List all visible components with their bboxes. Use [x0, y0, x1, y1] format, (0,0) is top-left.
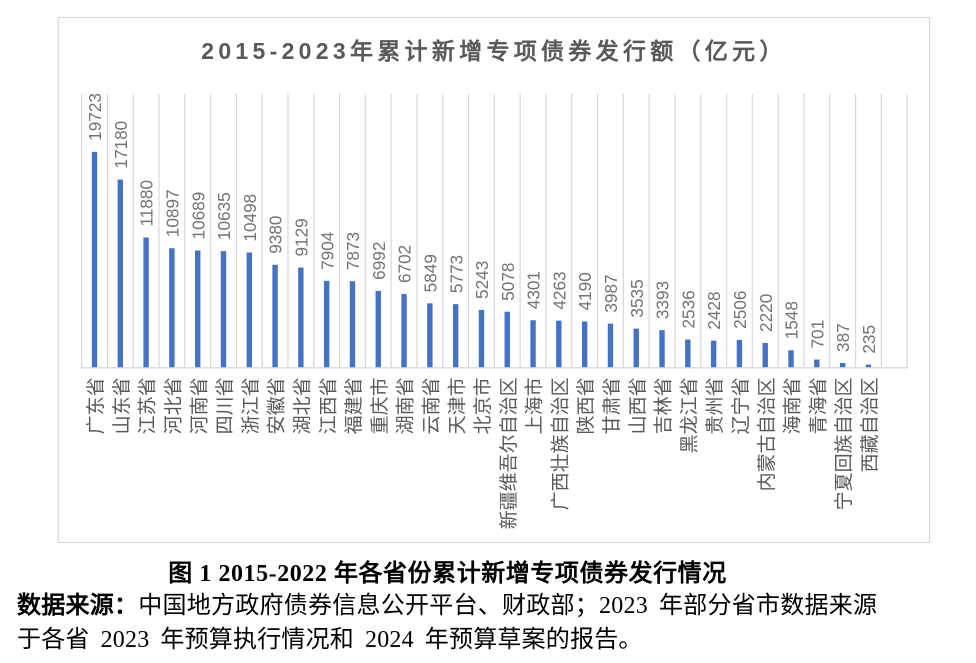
svg-text:6702: 6702	[395, 245, 415, 283]
svg-text:10498: 10498	[240, 194, 260, 242]
svg-text:江苏省: 江苏省	[137, 377, 159, 434]
svg-text:7904: 7904	[317, 231, 337, 270]
svg-text:浙江省: 浙江省	[240, 377, 262, 434]
svg-text:山东省: 山东省	[111, 377, 133, 434]
svg-text:云南省: 云南省	[420, 377, 442, 434]
svg-text:贵州省: 贵州省	[704, 377, 726, 434]
svg-text:海南省: 海南省	[782, 377, 804, 434]
svg-text:2015-2023年累计新增专项债券发行额（亿元）: 2015-2023年累计新增专项债券发行额（亿元）	[201, 38, 787, 64]
svg-text:9129: 9129	[291, 218, 311, 256]
svg-text:内蒙古自治区: 内蒙古自治区	[756, 377, 778, 491]
svg-text:江西省: 江西省	[317, 377, 339, 434]
svg-text:吉林省: 吉林省	[653, 377, 675, 434]
svg-text:2506: 2506	[730, 291, 750, 329]
svg-text:陕西省: 陕西省	[575, 377, 597, 434]
svg-text:河北省: 河北省	[162, 377, 184, 434]
svg-text:1548: 1548	[782, 301, 802, 339]
svg-text:5773: 5773	[446, 255, 466, 293]
svg-text:5849: 5849	[420, 254, 440, 292]
svg-text:17180: 17180	[111, 121, 131, 169]
svg-text:10635: 10635	[214, 192, 234, 240]
svg-text:387: 387	[833, 323, 853, 352]
svg-text:3393: 3393	[653, 281, 673, 319]
svg-text:广西壮族自治区: 广西壮族自治区	[549, 377, 571, 510]
svg-text:2536: 2536	[678, 290, 698, 328]
svg-text:2428: 2428	[704, 291, 724, 329]
svg-text:5243: 5243	[472, 261, 492, 299]
svg-text:青海省: 青海省	[807, 377, 829, 434]
svg-text:9380: 9380	[266, 216, 286, 254]
svg-text:北京市: 北京市	[472, 377, 494, 434]
svg-text:6992: 6992	[369, 242, 389, 280]
svg-text:19723: 19723	[85, 93, 105, 141]
svg-text:安徽省: 安徽省	[266, 377, 288, 434]
svg-text:235: 235	[859, 325, 879, 354]
svg-text:上海市: 上海市	[524, 377, 546, 434]
svg-text:黑龙江省: 黑龙江省	[678, 377, 700, 453]
svg-text:辽宁省: 辽宁省	[730, 377, 752, 434]
svg-text:天津市: 天津市	[446, 377, 468, 434]
svg-text:4301: 4301	[524, 271, 544, 309]
svg-text:3987: 3987	[601, 274, 621, 312]
svg-text:福建省: 福建省	[343, 377, 365, 434]
svg-text:湖北省: 湖北省	[291, 377, 313, 434]
svg-text:四川省: 四川省	[214, 377, 236, 434]
svg-text:西藏自治区: 西藏自治区	[859, 377, 881, 472]
svg-text:新疆维吾尔自治区: 新疆维吾尔自治区	[498, 377, 520, 529]
svg-text:广东省: 广东省	[85, 377, 107, 434]
svg-text:10689: 10689	[188, 192, 208, 240]
svg-text:5078: 5078	[498, 263, 518, 301]
svg-text:11880: 11880	[137, 180, 157, 227]
svg-text:重庆市: 重庆市	[369, 377, 391, 434]
svg-text:701: 701	[807, 320, 827, 349]
svg-text:宁夏回族自治区: 宁夏回族自治区	[833, 377, 855, 510]
svg-text:2220: 2220	[756, 294, 776, 332]
svg-text:山西省: 山西省	[627, 377, 649, 434]
svg-text:甘肃省: 甘肃省	[601, 377, 623, 434]
svg-text:7873: 7873	[343, 232, 363, 270]
svg-text:4190: 4190	[575, 272, 595, 310]
svg-text:4263: 4263	[549, 271, 569, 309]
svg-text:河南省: 河南省	[188, 377, 210, 434]
svg-text:3535: 3535	[627, 279, 647, 317]
svg-text:10897: 10897	[162, 189, 182, 237]
svg-text:湖南省: 湖南省	[395, 377, 417, 434]
